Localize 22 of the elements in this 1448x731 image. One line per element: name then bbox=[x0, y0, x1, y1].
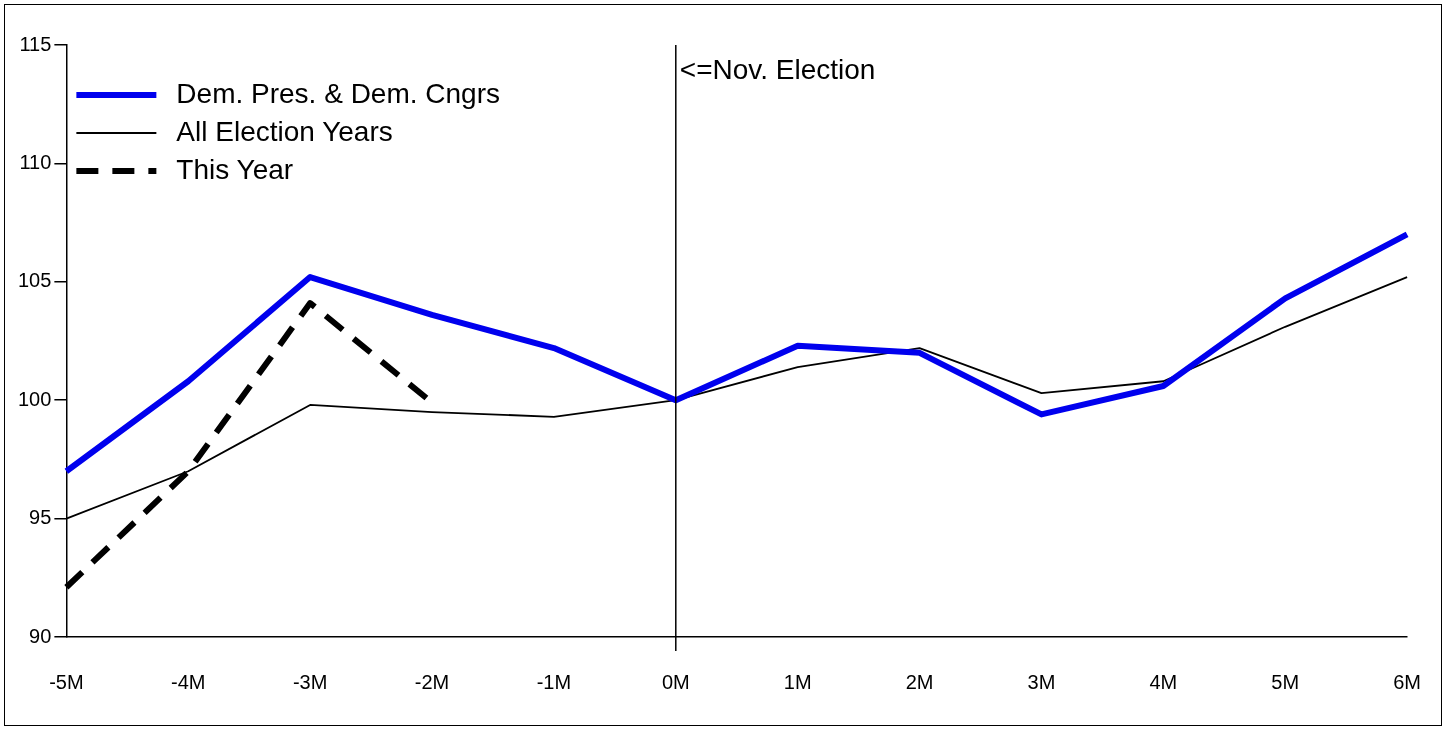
x-tick-label: 2M bbox=[905, 670, 934, 693]
legend-label: This Year bbox=[176, 153, 294, 185]
x-tick-label: 5M bbox=[1271, 670, 1300, 693]
y-tick-label: 110 bbox=[19, 150, 52, 173]
x-tick-label: -5M bbox=[49, 670, 84, 693]
y-tick-label: 90 bbox=[29, 624, 52, 647]
x-tick-label: 1M bbox=[783, 670, 812, 693]
x-tick-label: -3M bbox=[292, 670, 328, 693]
x-tick-label: -1M bbox=[536, 670, 572, 693]
x-tick-label: 3M bbox=[1027, 670, 1056, 693]
legend-label: Dem. Pres. & Dem. Cngrs bbox=[176, 77, 501, 109]
x-tick-label: 6M bbox=[1393, 670, 1422, 693]
x-tick-label: 0M bbox=[661, 670, 690, 693]
y-tick-label: 95 bbox=[29, 506, 52, 529]
x-tick-label: -4M bbox=[171, 670, 206, 693]
x-tick-label: 4M bbox=[1149, 670, 1178, 693]
y-tick-label: 100 bbox=[17, 387, 52, 410]
y-tick-label: 105 bbox=[17, 269, 52, 292]
ref-line-label: <=Nov. Election bbox=[679, 53, 876, 85]
x-tick-label: -2M bbox=[414, 670, 450, 693]
y-tick-label: 115 bbox=[19, 32, 52, 55]
legend-label: All Election Years bbox=[176, 115, 393, 147]
